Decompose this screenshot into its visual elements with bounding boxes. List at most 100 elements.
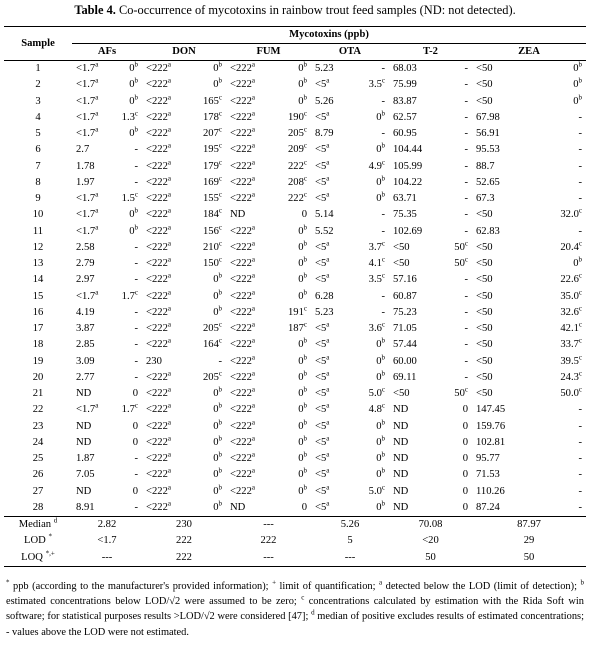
cell-superscript: a [95, 60, 99, 69]
cell-value: 63.71 [393, 193, 417, 204]
value-cell: - [441, 191, 472, 207]
cell-value: 164 [203, 339, 219, 351]
cell-superscript: a [251, 336, 255, 345]
cell-value: 3.5 [368, 79, 382, 91]
value-cell: <5a [311, 500, 354, 517]
value-cell: 0b [108, 61, 142, 78]
cell-value: 2.97 [76, 274, 95, 286]
summary-value-cell: 50 [523, 551, 535, 563]
value-cell: 0b [108, 207, 142, 223]
value-cell: <222a [142, 191, 186, 207]
cell-superscript: b [381, 190, 386, 199]
value-cell: <50 [472, 305, 530, 321]
value-cell: 5.14 [311, 207, 354, 223]
cell-superscript: c [303, 141, 307, 150]
cell-superscript: b [303, 336, 308, 345]
cell-value: <1.7 [76, 79, 96, 91]
value-cell: <1.7a [72, 207, 108, 223]
cell-value: 207 [203, 128, 219, 139]
summary-value-cell: --- [263, 551, 274, 563]
value-cell: 0b [270, 93, 311, 110]
value-cell: <222a [226, 483, 270, 500]
cell-superscript: a [326, 141, 330, 150]
table-row: 4 <1.7a 1.3c <222a 178c <222a 190c <5a 0b 62.57-6… [4, 110, 586, 126]
summary-value-cell: 222 [176, 535, 192, 547]
cell-value: 33.7 [560, 339, 579, 351]
value-cell: 191c [270, 305, 311, 321]
cell-superscript: c [381, 320, 385, 329]
value-cell: 63.71 [389, 191, 441, 207]
value-cell: 0b [354, 451, 389, 467]
cell-value: <222 [230, 176, 252, 188]
cell-superscript: b [303, 401, 308, 410]
cell-value: 205 [203, 371, 219, 383]
value-cell: 56.91 [472, 126, 530, 142]
cell-value: <50 [476, 79, 493, 91]
value-cell: <50 [472, 61, 530, 78]
value-cell: <222a [142, 435, 186, 451]
value-cell: ND [72, 419, 108, 435]
cell-superscript: b [303, 369, 308, 378]
table-row: 20 2.77- <222a 205c <222a 0b <5a 0b 69.11- <50 24.… [4, 370, 586, 386]
value-cell: <5a [311, 191, 354, 207]
value-cell: - [530, 419, 586, 435]
cell-superscript: a [326, 466, 330, 475]
value-cell: 20.4c [530, 240, 586, 256]
value-cell: 24.3c [530, 370, 586, 386]
cell-value: <222 [146, 95, 168, 107]
value-cell: 1.97 [72, 175, 108, 191]
value-cell: <1.7a [72, 77, 108, 93]
value-cell: ND [389, 467, 441, 483]
cell-value: 191 [288, 306, 304, 318]
cell-value: <5 [315, 274, 327, 286]
cell-value: 5.52 [315, 225, 334, 237]
value-cell: - [108, 321, 142, 337]
cell-value: 68.03 [393, 63, 417, 74]
value-cell: 230 [142, 354, 186, 370]
value-cell: <5a [311, 110, 354, 126]
value-cell: <50 [472, 240, 530, 256]
value-cell: <222a [226, 418, 270, 435]
cell-value: <222 [146, 436, 168, 448]
cell-value: 0 [132, 420, 138, 432]
cell-value: <1.7 [76, 128, 96, 139]
summary-value-cell: --- [263, 519, 274, 530]
cell-value: <222 [146, 339, 168, 351]
cell-value: <222 [146, 420, 168, 432]
cell-value: - [578, 193, 582, 204]
value-cell: <50 [472, 289, 530, 305]
value-cell: - [441, 207, 472, 223]
cell-superscript: a [326, 320, 330, 329]
value-cell: <50 [472, 272, 530, 288]
cell-value: <222 [146, 111, 168, 123]
cell-value: <222 [146, 485, 168, 497]
cell-value: 0 [132, 436, 138, 448]
cell-superscript: b [303, 385, 308, 394]
value-cell: <1.7a [72, 223, 108, 240]
cell-superscript: b [218, 60, 223, 69]
cell-value: <222 [146, 388, 168, 399]
value-cell: 8.79 [311, 126, 354, 142]
cell-value: - [464, 144, 468, 156]
value-cell: <1.7a [72, 191, 108, 207]
cell-value: 0 [573, 79, 579, 91]
value-cell: 0 [441, 484, 472, 500]
sample-number-cell: 15 [32, 290, 44, 302]
cell-superscript: c [578, 239, 582, 248]
value-cell: 4.19 [72, 305, 108, 321]
table-row: 2 <1.7a 0b <222a 0b <222a 0b <5a 3.5c 75.99- <50 0b [4, 77, 586, 93]
cell-superscript: b [303, 255, 308, 264]
cell-value: ND [393, 469, 409, 481]
cell-value: 104.44 [393, 144, 423, 156]
summary-label-superscript: d [53, 516, 58, 525]
cell-value: - [578, 420, 582, 432]
value-cell: 1.3c [108, 110, 142, 126]
cell-value: ND [393, 420, 409, 432]
summary-value-cell: 87.97 [517, 519, 541, 530]
cell-superscript: c [381, 482, 385, 491]
cell-superscript: c [381, 76, 385, 85]
cell-superscript: c [578, 336, 582, 345]
table-row: 7 1.78- <222a 179c <222a 222c <5a 4.9c 105.99-88… [4, 158, 586, 175]
cell-value: 87.24 [476, 501, 500, 513]
